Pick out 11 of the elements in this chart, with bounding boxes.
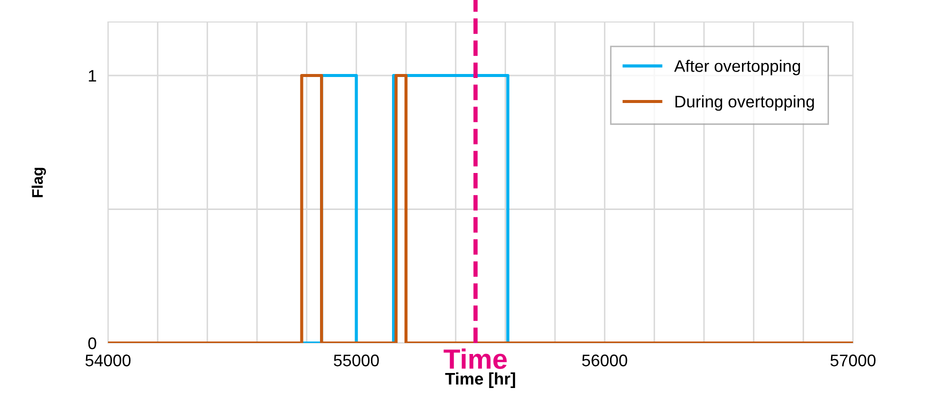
- legend-label: During overtopping: [675, 95, 814, 111]
- y-axis-title: Flag: [32, 168, 46, 198]
- x-axis-title: Time [hr]: [445, 372, 516, 388]
- x-tick-label: 54000: [85, 354, 131, 366]
- ref-line-label: Time: [444, 348, 507, 369]
- x-tick-label: 55000: [334, 354, 379, 366]
- y-tick-label: 1: [88, 70, 96, 82]
- x-tick-label: 56000: [582, 354, 628, 366]
- x-tick-label: 57000: [830, 354, 876, 366]
- y-tick-label: 0: [88, 337, 96, 350]
- legend-label: After overtopping: [674, 60, 800, 76]
